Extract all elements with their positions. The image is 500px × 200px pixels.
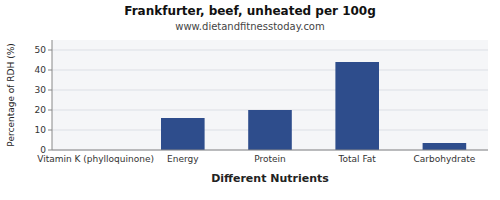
y-axis-line: [52, 40, 53, 150]
y-tick: [48, 90, 52, 91]
bar: [423, 143, 467, 150]
x-tick-label: Vitamin K (phylloquinone): [37, 154, 154, 164]
x-tick-label: Carbohydrate: [414, 154, 476, 164]
y-tick-label: 10: [35, 125, 47, 135]
y-axis: 0 10 20 30 40 50: [35, 40, 52, 155]
y-tick: [48, 150, 52, 151]
y-tick-label: 40: [35, 65, 47, 75]
title: Frankfurter, beef, unheated per 100g: [124, 4, 376, 18]
x-axis: Vitamin K (phylloquinone) Energy Protein To…: [37, 150, 488, 164]
y-axis-label: Percentage of RDH (%): [6, 43, 16, 146]
y-tick-label: 0: [40, 145, 46, 155]
bar: [161, 118, 205, 150]
bars: [161, 62, 466, 150]
grid-line: [52, 90, 488, 91]
y-tick: [48, 50, 52, 51]
y-tick-label: 30: [35, 85, 47, 95]
x-axis-line: [52, 150, 488, 151]
plot-background: [52, 40, 488, 150]
y-tick-label: 50: [35, 45, 47, 55]
x-tick-label: Energy: [167, 154, 199, 164]
bar: [335, 62, 379, 150]
y-tick: [48, 70, 52, 71]
x-axis-label: Different Nutrients: [211, 172, 329, 185]
grid-line: [52, 70, 488, 71]
grid: [52, 50, 488, 150]
bar: [248, 110, 292, 150]
y-tick: [48, 110, 52, 111]
chart-container: 0 10 20 30 40 50 Vitamin K (phylloquinone) Ener…: [0, 0, 500, 200]
y-tick: [48, 130, 52, 131]
grid-line: [52, 50, 488, 51]
chart: 0 10 20 30 40 50 Vitamin K (phylloquinone) Ener…: [0, 0, 500, 200]
x-tick-label: Total Fat: [338, 154, 377, 164]
grid-line: [52, 150, 488, 151]
y-tick-label: 20: [35, 105, 47, 115]
subtitle: www.dietandfitnesstoday.com: [175, 21, 324, 32]
x-tick-label: Protein: [254, 154, 286, 164]
